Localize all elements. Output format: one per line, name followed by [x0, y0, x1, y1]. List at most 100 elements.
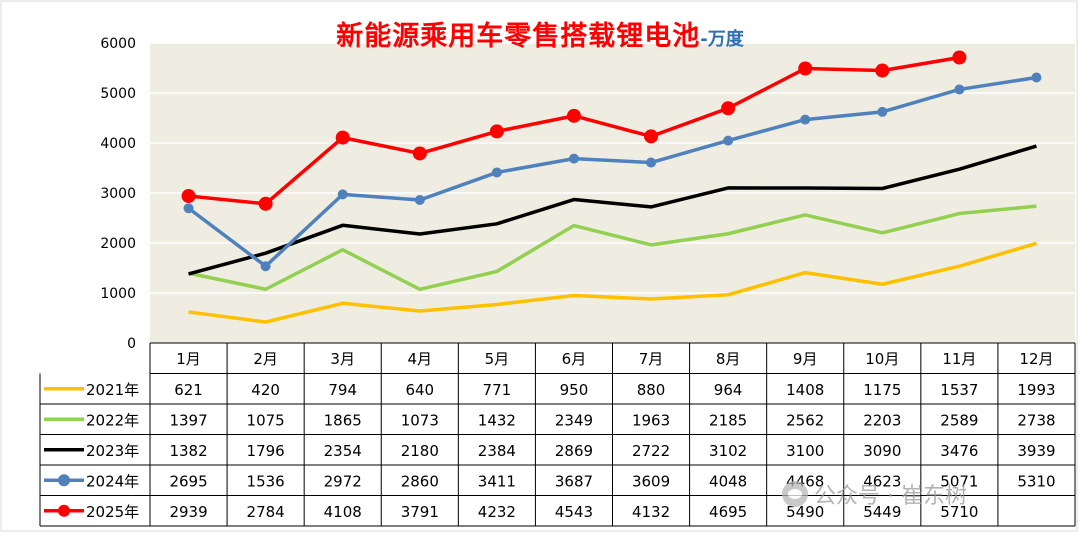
legend-label: 2021年	[86, 381, 139, 399]
legend-marker	[58, 504, 70, 517]
data-point	[489, 124, 504, 139]
data-cell: 2384	[478, 442, 516, 460]
x-tick-label: 3月	[330, 350, 355, 368]
data-cell: 4543	[555, 503, 593, 521]
data-cell: 3609	[632, 472, 670, 490]
data-point	[412, 146, 427, 161]
data-cell: 1073	[401, 411, 439, 429]
data-cell: 1397	[169, 411, 207, 429]
y-tick-label: 6000	[100, 36, 136, 52]
data-cell: 1175	[863, 381, 901, 399]
data-cell: 2180	[401, 442, 439, 460]
x-tick-label: 11月	[942, 350, 976, 368]
x-tick-label: 2月	[253, 350, 278, 368]
data-point	[258, 196, 273, 211]
data-cell: 4132	[632, 503, 670, 521]
data-point	[183, 203, 194, 214]
data-cell: 3411	[478, 472, 516, 490]
data-point	[952, 50, 967, 65]
data-point	[566, 108, 581, 123]
data-cell: 3090	[863, 442, 901, 460]
y-tick-label: 0	[127, 336, 136, 352]
legend-label: 2022年	[86, 411, 139, 429]
data-cell: 771	[483, 381, 512, 399]
y-tick-label: 4000	[100, 136, 136, 152]
data-cell: 621	[174, 381, 203, 399]
watermark-text: 公众号 · 崔东树	[814, 484, 967, 509]
data-cell: 2784	[247, 503, 285, 521]
data-cell: 5490	[786, 503, 824, 521]
legend-marker	[58, 474, 70, 487]
legend-label: 2025年	[86, 503, 139, 521]
data-cell: 4232	[478, 503, 516, 521]
data-cell: 2695	[169, 472, 207, 490]
data-cell: 1796	[247, 442, 285, 460]
data-cell: 2562	[786, 411, 824, 429]
series-line	[188, 204, 1037, 292]
y-tick-label: 2000	[100, 236, 136, 252]
data-cell: 1865	[324, 411, 362, 429]
data-cell: 2722	[632, 442, 670, 460]
data-cell: 640	[405, 381, 434, 399]
data-point	[260, 261, 271, 272]
data-cell: 2869	[555, 442, 593, 460]
watermark: 公众号 · 崔东树	[782, 478, 967, 510]
data-cell: 5071	[940, 472, 978, 490]
data-cell: 5310	[1017, 472, 1055, 490]
data-cell: 3100	[786, 442, 824, 460]
data-cell: 2972	[324, 472, 362, 490]
x-tick-label: 12月	[1019, 350, 1053, 368]
data-cell: 2589	[940, 411, 978, 429]
data-cell: 4623	[863, 472, 901, 490]
data-cell: 1993	[1017, 381, 1055, 399]
data-point	[954, 84, 965, 95]
y-tick-label: 3000	[100, 186, 136, 202]
data-cell: 5710	[940, 503, 978, 521]
x-tick-label: 8月	[716, 350, 741, 368]
data-cell: 2185	[709, 411, 747, 429]
data-cell: 4108	[324, 503, 362, 521]
y-tick-label: 1000	[100, 286, 136, 302]
chart-title-main: 新能源乘用车零售搭载锂电池	[336, 21, 701, 52]
data-cell: 2349	[555, 411, 593, 429]
wechat-icon	[782, 481, 808, 507]
data-cell: 2860	[401, 472, 439, 490]
data-point	[723, 135, 734, 146]
data-cell: 3476	[940, 442, 978, 460]
data-point	[800, 114, 811, 125]
data-cell: 3687	[555, 472, 593, 490]
data-cell: 2354	[324, 442, 362, 460]
series-line	[188, 241, 1037, 324]
data-point	[491, 167, 502, 178]
data-cell: 3791	[401, 503, 439, 521]
x-tick-label: 7月	[639, 350, 664, 368]
data-cell: 964	[714, 381, 743, 399]
data-cell: 2203	[863, 411, 901, 429]
data-cell: 880	[637, 381, 666, 399]
data-cell: 4695	[709, 503, 747, 521]
data-cell: 2939	[169, 503, 207, 521]
series-line	[188, 144, 1037, 276]
data-cell: 420	[251, 381, 280, 399]
x-tick-label: 5月	[485, 350, 510, 368]
data-point	[1031, 72, 1042, 83]
data-cell: 794	[328, 381, 357, 399]
data-point	[337, 189, 348, 200]
data-cell: 1382	[169, 442, 207, 460]
data-point	[798, 61, 813, 76]
legend-label: 2023年	[86, 442, 139, 460]
data-point	[414, 195, 425, 205]
data-cell: 1963	[632, 411, 670, 429]
data-point	[644, 129, 659, 144]
data-cell: 3102	[709, 442, 747, 460]
data-point	[181, 189, 196, 204]
data-point	[335, 130, 350, 145]
x-tick-label: 10月	[865, 350, 899, 368]
data-cell: 3939	[1017, 442, 1055, 460]
x-tick-label: 9月	[793, 350, 818, 368]
x-tick-label: 4月	[408, 350, 433, 368]
data-cell: 1537	[940, 381, 978, 399]
data-point	[877, 106, 888, 117]
